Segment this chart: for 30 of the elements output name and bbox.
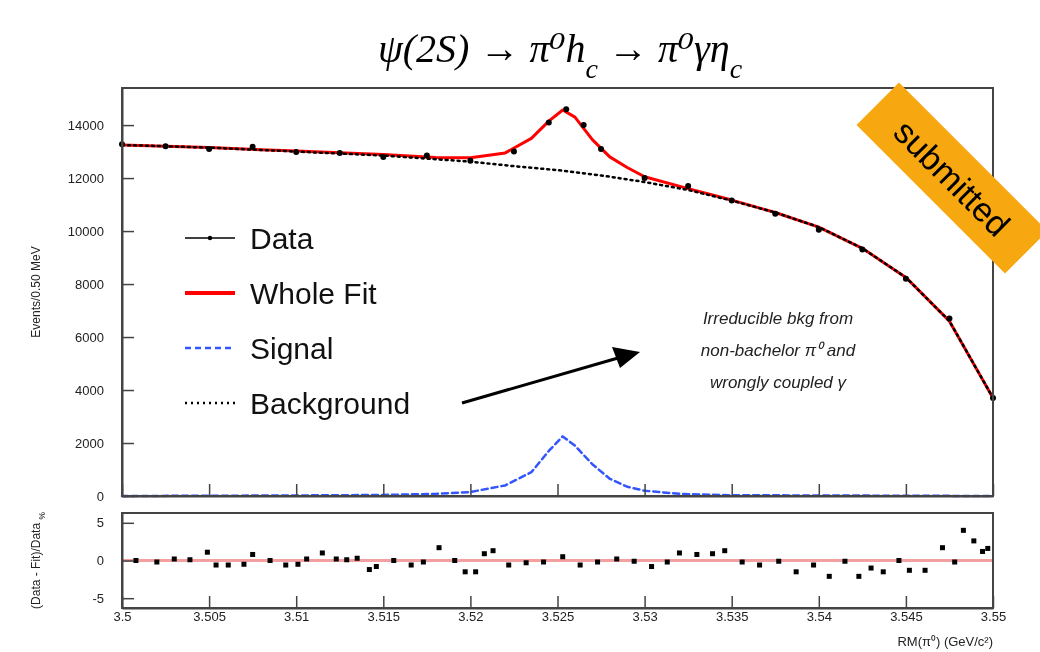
y-tick-label: 14000 (67, 117, 104, 133)
y-axis-title: Events/0.50 MeV (29, 246, 43, 338)
y-tick-label: 0 (96, 553, 104, 569)
y-tick-label: 6000 (75, 329, 104, 345)
legend-label: Background (250, 386, 411, 420)
chart-title: ψ(2S) → π⁰h$_{c}$ → π⁰γη$_{c}$ (377, 26, 743, 84)
x-tick-label: 3.5 (113, 609, 132, 625)
x-axis-title: RM(π⁰) (GeV/c²) (897, 634, 993, 649)
legend-label: Whole Fit (250, 276, 378, 310)
y-tick-label: 4000 (75, 382, 104, 398)
x-tick-label: 3.515 (367, 609, 401, 625)
y-tick-label: 2000 (75, 435, 104, 451)
y-tick-label: 0 (96, 488, 104, 504)
x-tick-label: 3.54 (806, 609, 832, 625)
x-tick-label: 3.51 (284, 609, 310, 625)
y-tick-label: 10000 (67, 223, 104, 239)
legend-label: Data (250, 221, 314, 255)
x-tick-label: 3.525 (541, 609, 575, 625)
y-tick-label: 8000 (75, 276, 104, 292)
y-tick-label: 5 (96, 515, 104, 531)
x-tick-label: 3.545 (890, 609, 923, 625)
x-tick-label: 3.53 (632, 609, 658, 625)
x-tick-label: 3.55 (980, 609, 1007, 625)
x-tick-label: 3.535 (715, 609, 749, 625)
x-tick-label: 3.505 (193, 609, 226, 625)
legend-label: Signal (250, 331, 334, 365)
y-tick-label: 12000 (67, 170, 104, 186)
y-tick-label: -5 (92, 590, 104, 606)
annotation: Irreducible bkg from non-bachelor π⁰ and wrongly coupled γ (700, 309, 856, 392)
x-tick-label: 3.52 (458, 609, 484, 625)
